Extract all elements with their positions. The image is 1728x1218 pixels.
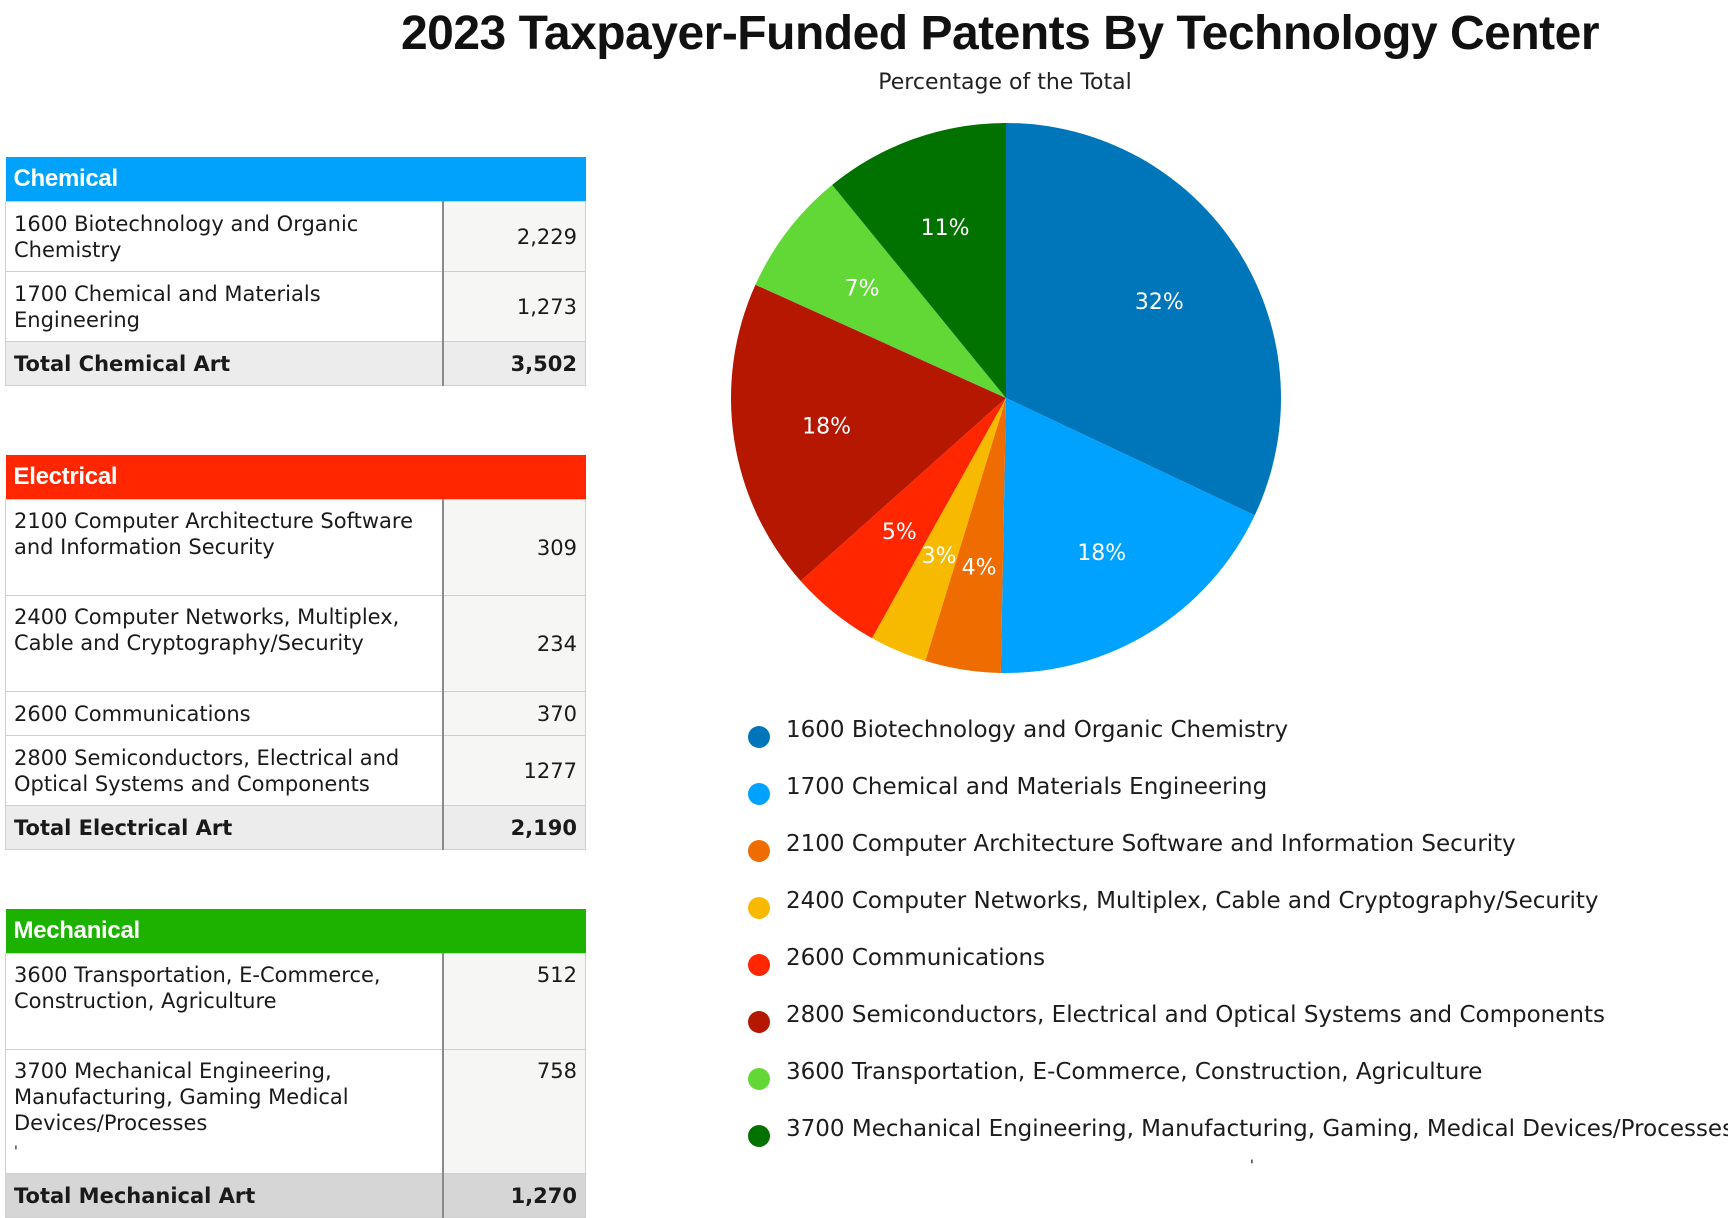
table-row-name: 3700 Mechanical Engineering, Manufacturi… [14, 1059, 349, 1135]
pie-slice-label-1700: 18% [1077, 541, 1126, 566]
table-row-name: 3600 Transportation, E-Commerce, Constru… [5, 953, 444, 1050]
chemical-table: Chemical 1600 Biotechnology and Organic … [5, 157, 586, 386]
table-row-value: 1,273 [442, 271, 586, 342]
pie-slice-label-2600: 5% [882, 520, 917, 545]
legend-label: 3600 Transportation, E-Commerce, Constru… [786, 1059, 1483, 1085]
table-row-name: 1600 Biotechnology and Organic Chemistry [5, 201, 444, 272]
chemical-table-header: Chemical [5, 157, 586, 202]
pie-slice-2100 [925, 398, 1006, 673]
electrical-table-header: Electrical [5, 455, 586, 500]
legend-label: 1700 Chemical and Materials Engineering [786, 774, 1268, 800]
legend-item-1600: 1600 Biotechnology and Organic Chemistry [748, 716, 1728, 773]
pie-slice-1600 [1006, 123, 1281, 516]
legend-item-2800: 2800 Semiconductors, Electrical and Opti… [748, 1001, 1728, 1058]
legend-swatch [748, 1011, 770, 1033]
table-row-note: ' [14, 1144, 18, 1160]
legend-label: 1600 Biotechnology and Organic Chemistry [786, 717, 1289, 743]
legend-swatch [748, 954, 770, 976]
legend-swatch [748, 1125, 770, 1147]
pie-slice-label-2100: 4% [962, 555, 997, 580]
legend-label: 2100 Computer Architecture Software and … [786, 831, 1516, 857]
pie-slice-2800 [731, 284, 1006, 581]
chart-title: 2023 Taxpayer-Funded Patents By Technolo… [400, 7, 1600, 60]
mechanical-table-header: Mechanical [5, 909, 586, 954]
legend-item-2100: 2100 Computer Architecture Software and … [748, 830, 1728, 887]
electrical-table: Electrical 2100 Computer Architecture So… [5, 455, 586, 850]
legend-item-1700: 1700 Chemical and Materials Engineering [748, 773, 1728, 830]
total-label: Total Electrical Art [5, 805, 444, 850]
stray-tick-mark: ' [1250, 1158, 1254, 1174]
legend-item-3600: 3600 Transportation, E-Commerce, Constru… [748, 1058, 1728, 1115]
total-value: 1,270 [442, 1173, 586, 1218]
chart-subtitle: Percentage of the Total [878, 70, 1132, 95]
pie-slice-label-2800: 18% [802, 414, 851, 439]
table-row-value: 758 [442, 1049, 586, 1174]
pie-slice-label-1600: 32% [1135, 290, 1184, 315]
table-row-name: 2100 Computer Architecture Software and … [5, 499, 444, 596]
pie-chart: 32% 18% 4%3%5% 18% 7% 11% [731, 123, 1281, 673]
legend-swatch [748, 840, 770, 862]
chart-legend: 1600 Biotechnology and Organic Chemistry… [748, 716, 1728, 1172]
pie-slice-label-3600: 7% [845, 276, 880, 301]
legend-label: 3700 Mechanical Engineering, Manufacturi… [786, 1116, 1728, 1142]
table-row-name: 2800 Semiconductors, Electrical and Opti… [5, 735, 444, 806]
table-row-name: 1700 Chemical and Materials Engineering [5, 271, 444, 342]
pie-slice-2400 [871, 398, 1006, 661]
legend-label: 2400 Computer Networks, Multiplex, Cable… [786, 888, 1599, 914]
total-label: Total Chemical Art [5, 341, 444, 386]
pie-slice-2600 [800, 398, 1006, 639]
table-row-name: 2400 Computer Networks, Multiplex, Cable… [5, 595, 444, 692]
legend-item-3700: 3700 Mechanical Engineering, Manufacturi… [748, 1115, 1728, 1172]
table-row-value: 512 [442, 953, 586, 1050]
legend-swatch [748, 783, 770, 805]
pie-slice-3700 [832, 123, 1006, 398]
legend-swatch [748, 726, 770, 748]
total-value: 2,190 [442, 805, 586, 850]
mechanical-table: Mechanical 3600 Transportation, E-Commer… [5, 909, 586, 1218]
pie-slice-1700 [1000, 398, 1255, 673]
legend-swatch [748, 1068, 770, 1090]
legend-item-2600: 2600 Communications [748, 944, 1728, 1001]
legend-label: 2600 Communications [786, 945, 1046, 971]
legend-swatch [748, 897, 770, 919]
table-row-value: 2,229 [442, 201, 586, 272]
table-row-value: 370 [442, 691, 586, 736]
legend-item-2400: 2400 Computer Networks, Multiplex, Cable… [748, 887, 1728, 944]
pie-slice-label-3700: 11% [921, 216, 970, 241]
table-row-value: 1277 [442, 735, 586, 806]
total-label: Total Mechanical Art [5, 1173, 444, 1218]
total-value: 3,502 [442, 341, 586, 386]
table-row-value: 234 [442, 595, 586, 692]
pie-slice-label-2400: 3% [922, 544, 957, 569]
table-row-name: 2600 Communications [5, 691, 444, 736]
pie-slice-3600 [755, 184, 1006, 398]
legend-label: 2800 Semiconductors, Electrical and Opti… [786, 1002, 1605, 1028]
